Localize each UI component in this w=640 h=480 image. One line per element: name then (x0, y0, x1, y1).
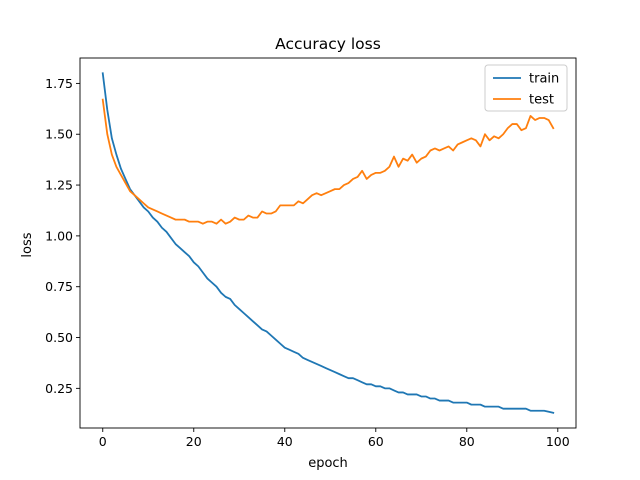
legend-label-train: train (529, 72, 559, 87)
y-tick-label: 1.00 (45, 228, 73, 243)
y-axis-label: loss (20, 232, 35, 257)
x-tick-label: 20 (186, 434, 202, 449)
y-tick-label: 0.75 (45, 279, 73, 294)
plot-area: 0 20 40 60 80 100 0.25 0.50 0.75 1.00 1.25 1.50 1.75 (45, 57, 577, 449)
y-tick-label: 1.50 (45, 127, 73, 142)
legend-label-test: test (529, 93, 554, 108)
x-tick-label: 0 (99, 434, 107, 449)
chart-title: Accuracy loss (275, 35, 381, 53)
y-tick-label: 0.25 (45, 381, 73, 396)
y-tick-label: 1.25 (45, 178, 73, 193)
y-tick-label: 0.50 (45, 330, 73, 345)
plot-frame (79, 57, 577, 429)
x-tick-label: 80 (459, 434, 475, 449)
series-line-test (101, 98, 555, 225)
y-tick-label: 1.75 (45, 76, 73, 91)
legend: train test (484, 64, 568, 112)
x-tick-label: 100 (546, 434, 570, 449)
x-tick-label: 60 (368, 434, 384, 449)
x-tick-label: 40 (277, 434, 293, 449)
x-axis-label: epoch (308, 456, 348, 471)
series-line-train (101, 72, 555, 414)
